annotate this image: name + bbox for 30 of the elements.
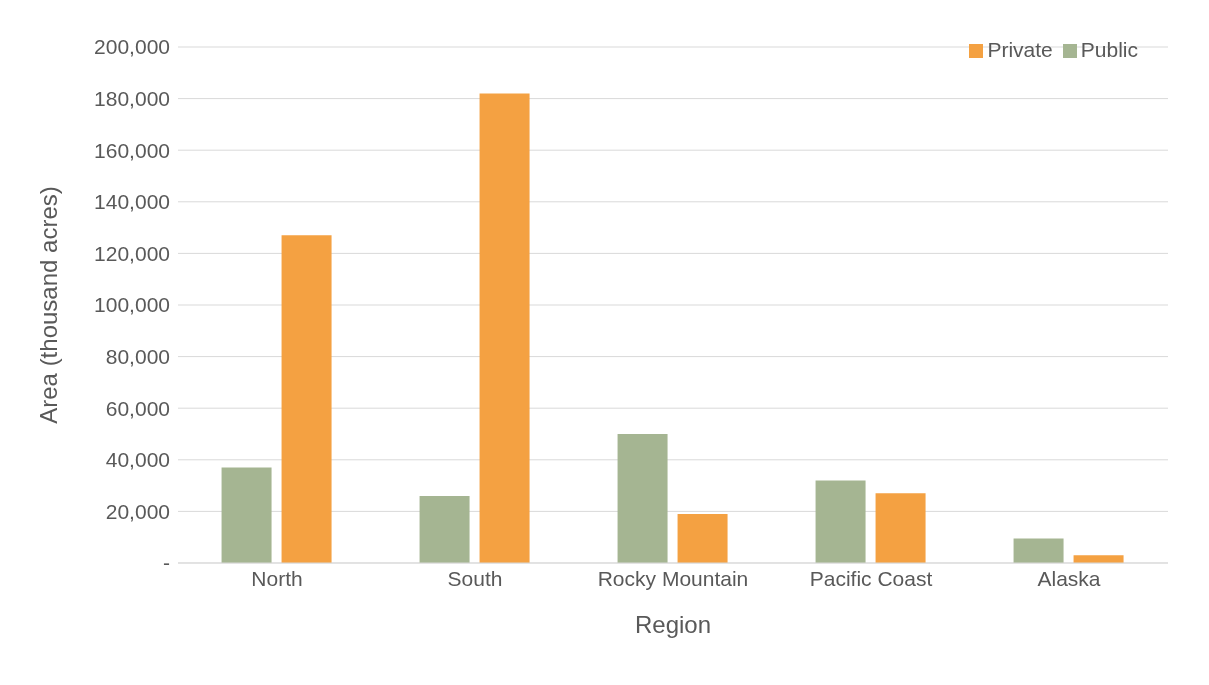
y-tick-label: 80,000 [105,345,170,369]
y-axis-title: Area (thousand acres) [34,186,62,424]
bar [815,480,866,563]
y-tick-label: 40,000 [105,448,170,472]
legend-label: Public [1080,38,1138,61]
bar [281,235,332,563]
y-tick-label: 120,000 [94,241,170,265]
y-tick-label: 60,000 [105,396,170,420]
bar [875,493,926,563]
bar [221,467,272,563]
y-tick-label: 200,000 [94,35,170,59]
legend-label: Private [987,38,1053,61]
y-tick-label: 20,000 [105,499,170,523]
x-axis-title: Region [634,611,712,638]
y-tick-label: 160,000 [94,138,170,162]
bar [1073,555,1124,563]
bar [677,513,728,563]
x-tick-label: Rocky Mountain [597,566,749,590]
y-tick-label: - [163,551,170,575]
x-tick-label: Pacific Coast [809,566,933,590]
y-tick-label: 100,000 [94,293,170,317]
bar [617,434,668,563]
y-tick-label: 140,000 [94,190,170,214]
x-tick-label: South [447,566,503,590]
bar [419,495,470,563]
bar [1013,538,1064,563]
bar [479,93,530,563]
x-tick-label: Alaska [1037,566,1101,590]
y-tick-label: 180,000 [94,87,170,111]
x-tick-label: North [251,566,303,590]
